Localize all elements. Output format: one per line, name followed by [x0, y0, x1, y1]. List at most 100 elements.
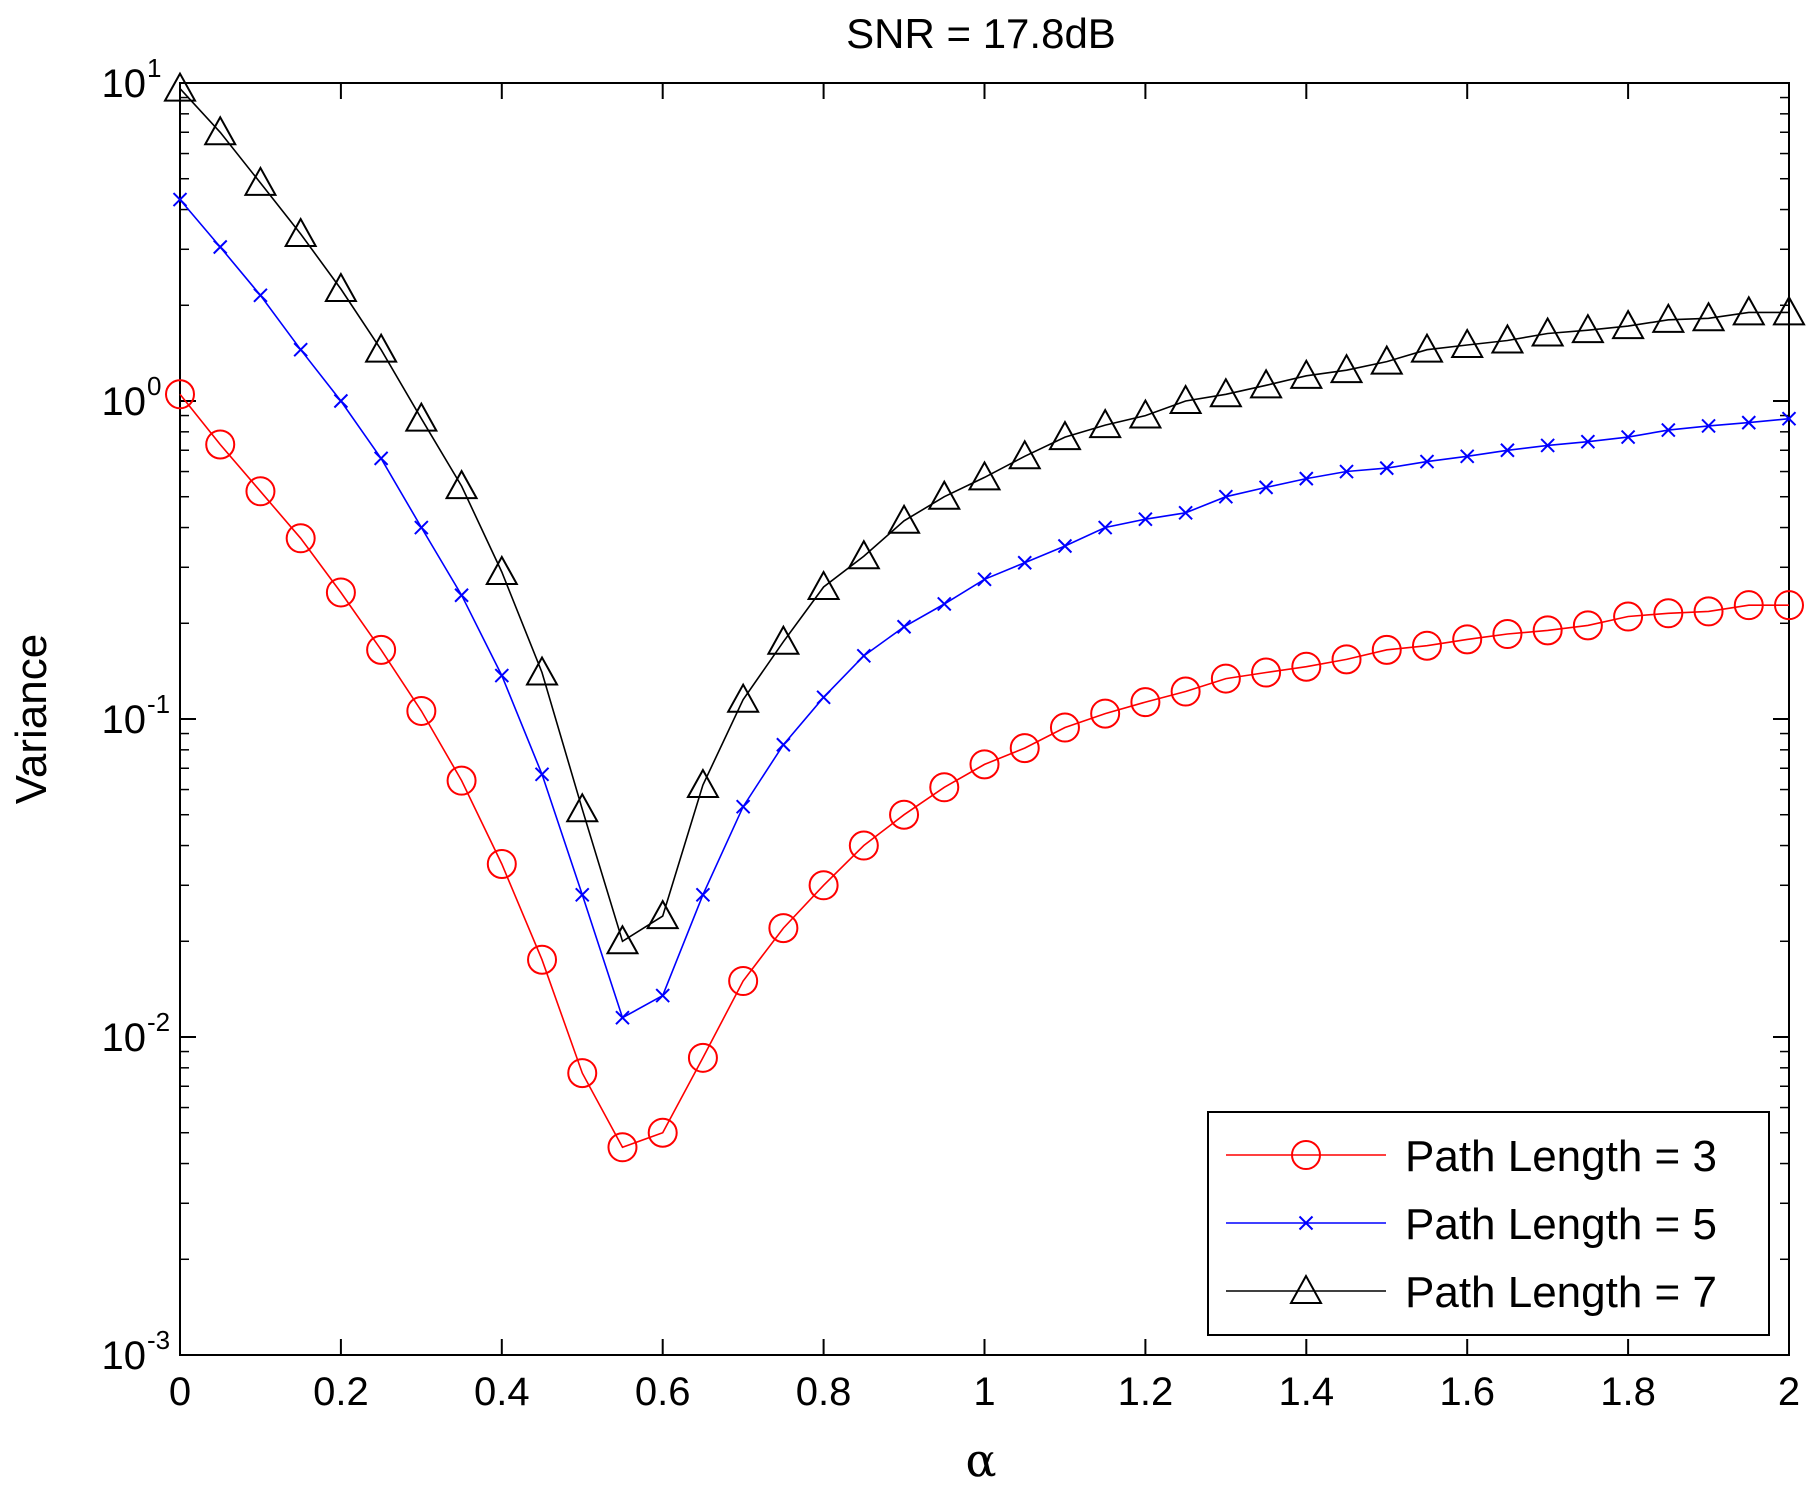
data-point: [607, 1132, 638, 1163]
data-point: [1138, 511, 1153, 527]
data-point: [847, 539, 881, 570]
data-point: [1419, 454, 1435, 469]
data-point: [615, 1010, 630, 1025]
data-point: [1661, 422, 1676, 438]
x-tick-label: 0.6: [635, 1370, 691, 1414]
data-point: [565, 792, 599, 823]
data-point: [1048, 420, 1082, 451]
data-point: [245, 476, 276, 507]
data-point: [927, 479, 961, 510]
data-point: [406, 695, 437, 726]
x-tick-label: 1.6: [1439, 1370, 1495, 1414]
data-point: [1490, 323, 1525, 354]
data-point: [333, 393, 349, 409]
data-point: [686, 767, 720, 799]
axis-tick-labels: 0 0.2 0.4 0.6 0.8 1 1.2 1.4 1.6 1.8 210 -310 -210 -11…: [102, 53, 1801, 1414]
series-2: [172, 192, 1797, 1025]
data-point: [1613, 601, 1644, 632]
data-point: [1540, 438, 1555, 453]
y-tick-label: 10: [102, 1334, 147, 1378]
data-point: [1620, 429, 1636, 445]
data-point: [1049, 712, 1080, 743]
data-point: [1572, 610, 1603, 641]
y-tick-exponent: -1: [147, 689, 170, 719]
data-point: [325, 577, 356, 608]
data-point: [1651, 302, 1686, 333]
data-point: [967, 460, 1002, 491]
data-point: [1017, 555, 1032, 570]
y-tick-label: 10: [102, 62, 147, 106]
x-tick-label: 0.2: [313, 1370, 369, 1414]
data-point: [1774, 590, 1804, 621]
x-tick-label: 0: [169, 1370, 191, 1414]
axis-ticks: [179, 82, 1790, 1356]
data-point: [1450, 327, 1484, 359]
data-point: [1701, 418, 1716, 434]
y-tick-label: 10: [102, 698, 147, 742]
x-tick-label: 1.4: [1278, 1370, 1334, 1414]
data-point: [1410, 332, 1444, 363]
data-point: [1459, 449, 1475, 464]
data-point: [687, 1042, 718, 1073]
data-point: [454, 588, 469, 603]
data-point: [165, 379, 195, 410]
data-point: [1170, 676, 1201, 707]
data-point: [1251, 657, 1282, 688]
data-point: [1371, 634, 1402, 665]
data-point: [1691, 301, 1726, 332]
data-point: [404, 401, 439, 432]
data-point: [1532, 615, 1563, 646]
data-point: [485, 554, 519, 585]
data-point: [969, 749, 1000, 780]
data-point: [1331, 644, 1362, 675]
legend-marker: [1289, 1273, 1323, 1304]
x-tick-label: 1.8: [1600, 1370, 1656, 1414]
data-point: [1209, 377, 1243, 408]
data-point: [1693, 596, 1724, 627]
data-point: [1088, 408, 1122, 439]
data-point: [293, 342, 308, 357]
data-point: [1329, 353, 1364, 384]
series-3: [163, 71, 1806, 955]
data-point: [605, 924, 640, 955]
data-point: [253, 288, 268, 303]
y-tick-exponent: 1: [147, 53, 161, 83]
data-point: [1530, 316, 1565, 347]
data-point: [324, 271, 358, 303]
data-point: [414, 520, 429, 535]
data-point: [655, 988, 670, 1003]
data-point: [735, 799, 751, 814]
data-point: [808, 870, 839, 901]
chart-title: SNR = 17.8dB: [846, 10, 1116, 57]
x-tick-label: 1: [973, 1370, 995, 1414]
data-point: [856, 648, 872, 664]
data-point: [1492, 619, 1523, 650]
y-tick-exponent: 0: [147, 371, 161, 401]
data-point: [806, 569, 841, 601]
y-axis-label: Variance: [7, 634, 56, 804]
data-point: [726, 682, 760, 713]
data-point: [1178, 505, 1193, 521]
data-point: [1057, 538, 1073, 554]
data-point: [1218, 489, 1234, 504]
data-point: [1733, 590, 1764, 621]
data-point: [1130, 687, 1161, 718]
data-point: [1299, 471, 1314, 486]
data-point: [1653, 598, 1684, 629]
data-point: [695, 887, 711, 903]
x-axis-label: α: [965, 1433, 996, 1486]
data-point: [848, 830, 879, 861]
plot-series: [163, 71, 1806, 1163]
data-point: [1258, 480, 1274, 495]
data-point: [1781, 411, 1797, 426]
data-point: [527, 944, 558, 975]
data-point: [444, 469, 479, 500]
x-tick-label: 0.8: [796, 1370, 852, 1414]
data-point: [816, 690, 831, 705]
data-point: [486, 848, 517, 879]
legend: Path Length = 3 Path Length = 5 Path Lengt…: [1207, 1111, 1770, 1336]
data-point: [163, 71, 197, 102]
data-point: [1090, 698, 1121, 729]
y-tick-label: 10: [102, 380, 147, 424]
